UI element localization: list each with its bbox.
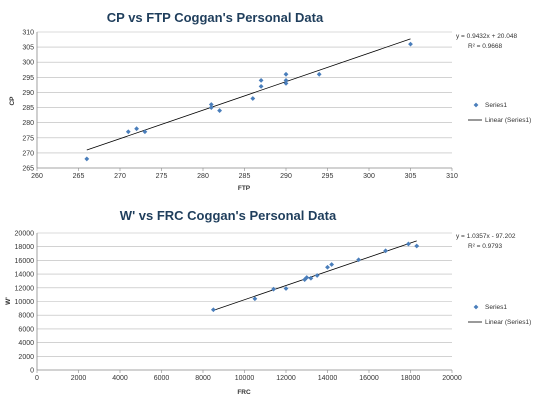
chart1-x-tick-label: 285 [239,173,251,180]
chart2-x-tick-label: 12000 [276,375,296,382]
chart2-data-point [406,241,411,247]
chart2-x-tick-label: 2000 [71,375,87,382]
chart2-y-tick-label: 2000 [18,354,34,361]
chart2-data-point [356,257,362,263]
chart1-x-tick-label: 275 [156,173,168,180]
chart1-data-point [408,41,413,47]
chart1-data-point [208,102,214,107]
chart2-legend-series1-marker [473,304,479,310]
chart2-y-tick-label: 0 [30,368,34,375]
chart2-x-tick-label: 16000 [359,375,379,382]
chart1-data-point [258,77,264,83]
chart1-y-tick-label: 295 [22,75,34,82]
chart2-data-point [252,296,258,302]
chart2-y-tick-label: 4000 [18,340,34,347]
chart2-data-point [383,248,388,254]
chart1-legend-series1-marker [473,102,479,108]
chart1-x-axis-label: FTP [238,185,251,192]
chart1-data-point [258,84,264,89]
chart2-data-point [304,275,310,280]
chart1-x-tick-label: 280 [197,173,209,180]
chart2-x-tick-label: 0 [35,375,39,382]
chart1-x-tick-label: 305 [405,173,417,180]
chart1-data-point [125,129,131,135]
chart2-y-tick-label: 6000 [18,326,34,333]
chart2-data-point [308,275,314,281]
chart1-data-point [134,126,139,132]
chart1-data-point [283,77,289,83]
chart2-trendline-r2: R² = 0.9793 [468,243,503,250]
chart2-x-axis-label: FRC [237,389,251,396]
chart2-y-axis-label: W' [5,297,12,305]
chart2-x-tick-label: 14000 [318,375,338,382]
chart1-y-tick-label: 270 [22,150,34,157]
chart1-data-point [84,156,90,162]
chart1-y-tick-label: 285 [22,105,34,112]
chart1-x-tick-label: 260 [31,173,43,180]
chart1-x-tick-label: 295 [322,173,334,180]
chart2-legend-series1-label: Series1 [485,304,507,311]
chart2-y-tick-label: 8000 [18,313,34,320]
chart1-y-axis-label: CP [9,96,16,106]
chart1-trendline-r2: R² = 0.9668 [468,43,503,50]
chart1-data-point [208,105,214,110]
chart1-y-tick-label: 280 [22,120,34,127]
chart2-x-tick-label: 6000 [154,375,170,382]
chart2-data-point [325,264,330,270]
chart2-x-tick-label: 4000 [112,375,128,382]
chart1-y-tick-label: 305 [22,45,34,52]
chart1-x-tick-label: 265 [73,173,85,180]
chart1-y-tick-label: 290 [22,90,34,97]
chart1-y-tick-label: 310 [22,30,34,37]
chart2-data-point [210,307,216,313]
chart2-x-tick-label: 10000 [235,375,255,382]
chart2-legend-trendline-label: Linear (Series1) [485,319,531,326]
chart1-title: CP vs FTP Coggan's Personal Data [107,10,324,25]
chart2-x-tick-label: 20000 [442,375,462,382]
chart1-data-point [316,71,322,77]
chart1-legend-series1-label: Series1 [485,102,507,109]
chart1-data-point [142,129,148,135]
chart2-data-point [271,286,276,292]
chart2-data-point [414,243,420,249]
chart2-data-point [314,273,320,278]
chart2-y-tick-label: 12000 [15,285,35,292]
chart2-y-tick-label: 20000 [15,231,35,238]
chart1-x-tick-label: 300 [363,173,375,180]
chart1-data-point [250,96,256,101]
chart1-y-tick-label: 275 [22,135,34,142]
chart1-x-tick-label: 270 [114,173,126,180]
chart2-trendline-equation: y = 1.0357x - 97.202 [456,233,516,240]
chart2-title: W' vs FRC Coggan's Personal Data [120,208,337,223]
chart1-x-tick-label: 310 [446,173,458,180]
chart2-y-tick-label: 16000 [15,258,35,265]
chart2-y-tick-label: 18000 [15,244,35,251]
chart1-x-tick-label: 290 [280,173,292,180]
chart2-y-tick-label: 14000 [15,272,35,279]
chart1-trendline [86,38,411,151]
chart2-data-point [283,286,289,291]
chart2-x-tick-label: 18000 [401,375,421,382]
chart1-data-point [283,80,289,86]
chart2-x-tick-label: 8000 [195,375,211,382]
chart1-y-tick-label: 300 [22,60,34,67]
chart1-trendline-equation: y = 0.9432x + 20.048 [456,33,517,40]
chart1-data-point [217,108,222,113]
chart1-data-point [283,71,289,77]
chart1-y-tick-label: 265 [22,166,34,173]
chart1-legend-trendline-label: Linear (Series1) [485,117,531,124]
chart2-y-tick-label: 10000 [15,299,35,306]
chart2-data-point [329,262,335,267]
